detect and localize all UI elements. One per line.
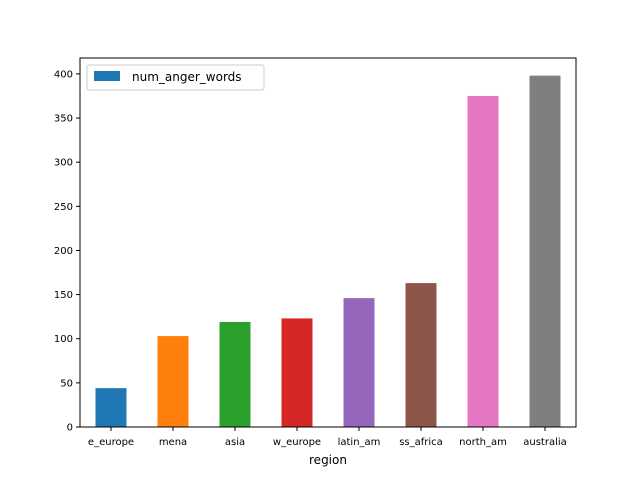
x-tick-label: mena (159, 437, 187, 448)
legend: num_anger_words (86, 64, 265, 91)
x-tick-label: e_europe (88, 437, 134, 448)
bar-w_europe (281, 318, 313, 427)
x-axis-title: region (309, 453, 347, 467)
bar-asia (219, 321, 251, 427)
y-tick-label: 200 (54, 246, 73, 257)
legend-swatch (94, 71, 120, 81)
bar-latin_am (343, 298, 375, 427)
bar-ss_africa (405, 283, 437, 427)
x-tick-label: latin_am (338, 437, 381, 448)
y-tick-label: 50 (60, 378, 73, 389)
bar-australia (529, 75, 561, 427)
y-axis-ticks: 0 50 100 150 200 250 300 350 400 (54, 69, 80, 434)
y-tick-label: 100 (54, 334, 73, 345)
x-tick-label: w_europe (273, 437, 321, 448)
x-tick-label: ss_africa (399, 437, 443, 448)
legend-label: num_anger_words (132, 70, 242, 84)
y-tick-label: 400 (54, 69, 73, 80)
x-tick-label: asia (225, 437, 245, 448)
y-tick-label: 150 (54, 290, 73, 301)
y-tick-label: 250 (54, 202, 73, 213)
bar-north_am (467, 95, 499, 428)
bar-e_europe (95, 388, 127, 427)
y-tick-label: 300 (54, 158, 73, 169)
bars-group (95, 75, 561, 428)
x-tick-label: north_am (459, 437, 507, 448)
bar-mena (157, 336, 189, 427)
x-axis-ticks: e_europe mena asia w_europe latin_am ss_afric… (88, 427, 567, 448)
legend-box (86, 64, 265, 91)
y-tick-label: 350 (54, 114, 73, 125)
x-tick-label: australia (523, 437, 567, 448)
plot-frame (79, 57, 577, 428)
y-tick-label: 0 (67, 423, 73, 434)
